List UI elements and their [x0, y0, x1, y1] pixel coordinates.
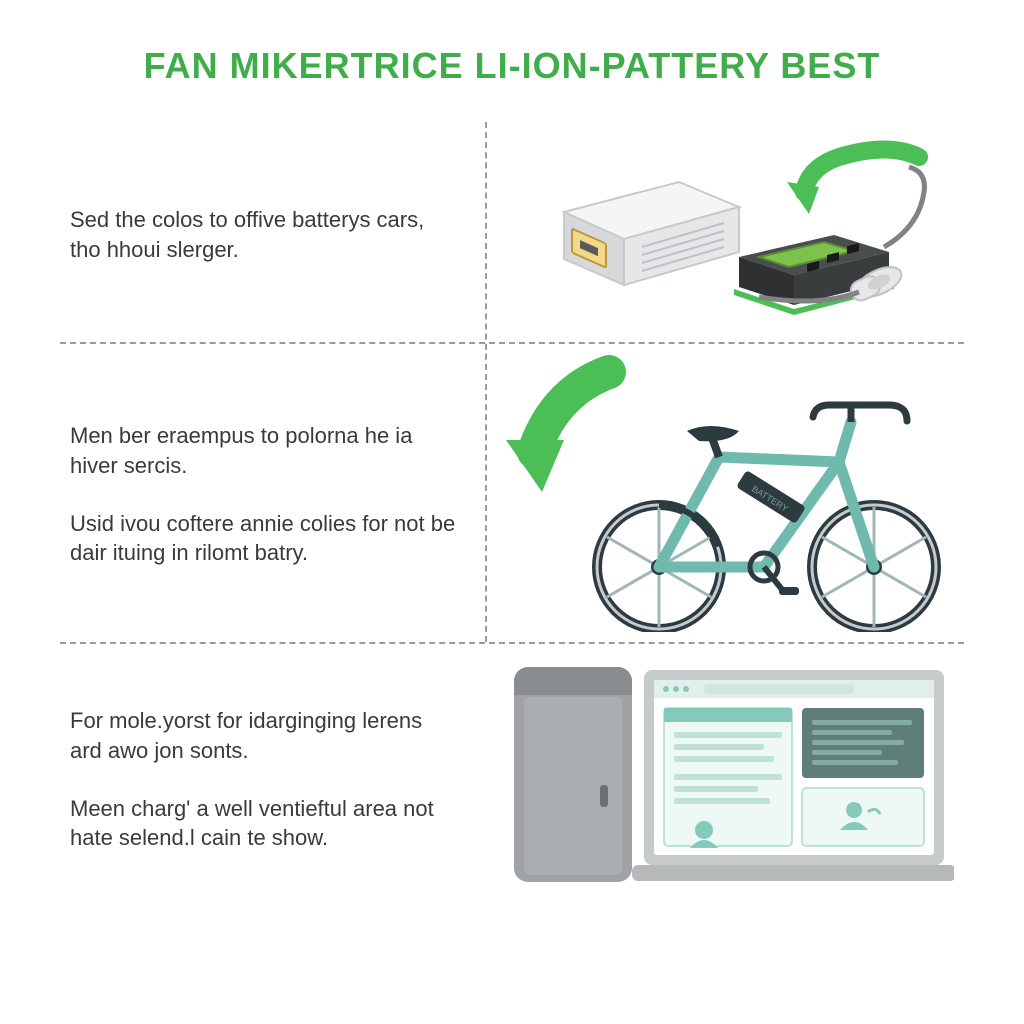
row1-graphic-cell	[485, 122, 964, 342]
tip-2a: Men ber eraempus to polorna he ia hiver …	[70, 421, 460, 480]
row3-graphic-cell	[485, 642, 964, 912]
row2-graphic-cell: BATTERY	[485, 342, 964, 642]
infographic-page: FAN MIKERTRICE LI-ION-PATTERY BEST Sed t…	[0, 0, 1024, 1024]
tip-3b: Meen charg' a well ventieftul area not h…	[70, 794, 460, 853]
page-title: FAN MIKERTRICE LI-ION-PATTERY BEST	[60, 45, 964, 87]
bike-illustration: BATTERY	[494, 352, 954, 632]
row1-text-cell: Sed the colos to offive batterys cars, t…	[60, 122, 485, 342]
row2-text-cell: Men ber eraempus to polorna he ia hiver …	[60, 342, 485, 642]
row3-text-cell: For mole.yorst for idarginging lerens ar…	[60, 642, 485, 912]
charger-battery-illustration	[509, 132, 939, 332]
tip-1: Sed the colos to offive batterys cars, t…	[70, 205, 460, 264]
tip-3a: For mole.yorst for idarginging lerens ar…	[70, 706, 460, 765]
storage-laptop-illustration	[494, 652, 954, 902]
tip-2b: Usid ivou coftere annie colies for not b…	[70, 509, 460, 568]
content-grid: Sed the colos to offive batterys cars, t…	[60, 122, 964, 984]
